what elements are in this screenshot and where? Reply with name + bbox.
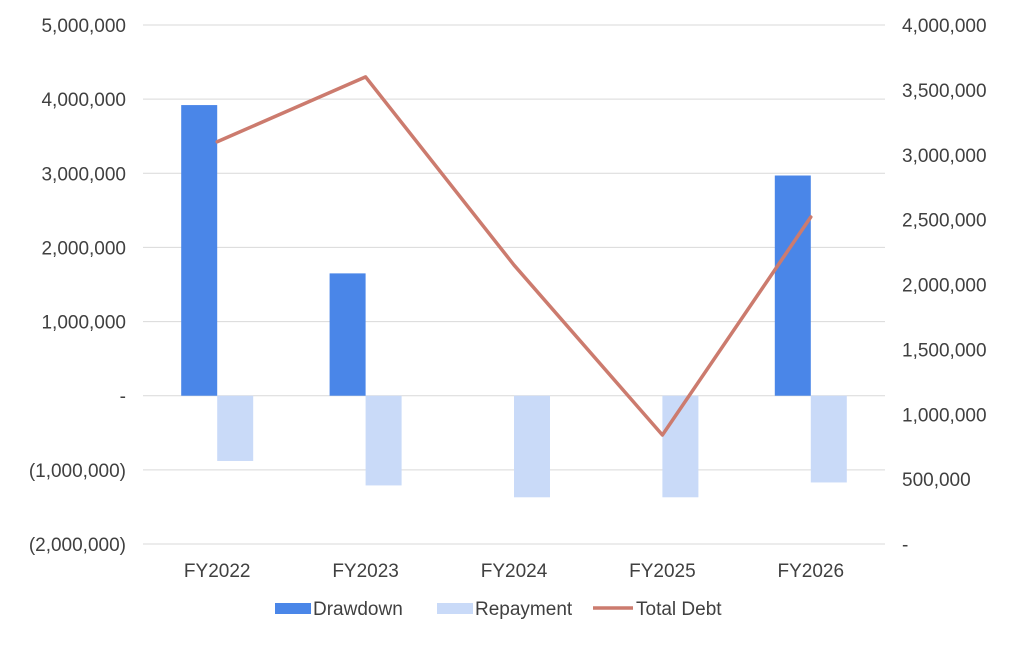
right-tick-label: 2,500,000: [902, 211, 987, 232]
x-tick-label: FY2024: [481, 561, 548, 582]
left-tick-label: 2,000,000: [41, 238, 126, 259]
drawdown-bar: [181, 105, 218, 396]
legend-label-total-debt: Total Debt: [636, 599, 722, 620]
bars: [181, 105, 847, 498]
right-tick-label: 3,500,000: [902, 81, 987, 102]
left-tick-label: -: [120, 387, 126, 408]
left-tick-label: 3,000,000: [41, 164, 126, 185]
right-tick-label: 4,000,000: [902, 16, 987, 37]
right-tick-label: 1,000,000: [902, 405, 987, 426]
right-axis: 4,000,000 3,500,000 3,000,000 2,500,000 2,00…: [902, 16, 987, 556]
repayment-bar: [217, 395, 254, 461]
drawdown-bar: [329, 273, 366, 396]
right-tick-label: 500,000: [902, 470, 971, 491]
left-tick-label: 1,000,000: [41, 313, 126, 334]
right-tick-label: 2,000,000: [902, 276, 987, 297]
legend-label-drawdown: Drawdown: [313, 599, 403, 620]
right-tick-label: -: [902, 535, 908, 556]
drawdown-bar: [774, 175, 811, 396]
x-tick-label: FY2022: [184, 561, 251, 582]
left-tick-label: (1,000,000): [29, 461, 126, 482]
left-tick-label: 4,000,000: [41, 90, 126, 111]
legend: Drawdown Repayment Total Debt: [275, 599, 722, 620]
legend-swatch-repayment: [437, 603, 473, 614]
repayment-bar: [514, 395, 550, 498]
legend-swatch-drawdown: [275, 603, 311, 614]
right-tick-label: 3,000,000: [902, 146, 987, 167]
left-axis: 5,000,000 4,000,000 3,000,000 2,000,000 1,00…: [29, 16, 126, 556]
right-tick-label: 1,500,000: [902, 340, 987, 361]
left-tick-label: 5,000,000: [41, 16, 126, 37]
x-tick-label: FY2023: [332, 561, 399, 582]
x-axis: FY2022 FY2023 FY2024 FY2025 FY2026: [184, 561, 844, 582]
total-debt-line-group: [215, 75, 813, 437]
legend-label-repayment: Repayment: [475, 599, 573, 620]
x-tick-label: FY2026: [778, 561, 845, 582]
repayment-bar: [810, 395, 847, 483]
total-debt-line: [215, 75, 813, 437]
repayment-bar: [365, 395, 402, 486]
x-tick-label: FY2025: [629, 561, 696, 582]
left-tick-label: (2,000,000): [29, 535, 126, 556]
repayment-bar: [662, 395, 699, 498]
